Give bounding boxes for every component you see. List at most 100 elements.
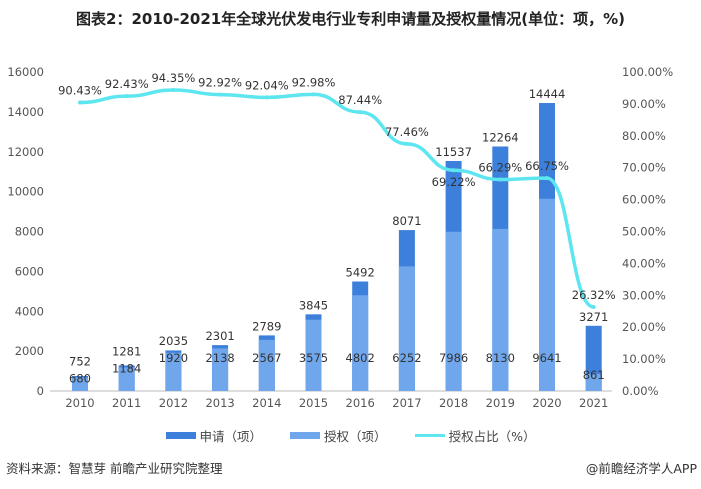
- right-tick-label: 30.00%: [622, 288, 666, 302]
- legend-item-apply: 申请（项）: [165, 426, 263, 445]
- right-tick-label: 10.00%: [622, 352, 666, 366]
- grant-data-label: 680: [69, 371, 91, 385]
- ratio-point: [78, 100, 82, 105]
- apply-data-label: 2301: [205, 329, 234, 343]
- grant-data-label: 4802: [346, 351, 375, 365]
- grant-data-label: 861: [583, 368, 605, 382]
- apply-data-label: 11537: [435, 145, 472, 159]
- right-tick-label: 80.00%: [622, 129, 666, 143]
- ratio-data-label: 94.35%: [151, 71, 195, 85]
- grant-data-label: 2138: [205, 351, 234, 365]
- bar-grant: [72, 377, 88, 391]
- grant-data-label: 3575: [299, 351, 328, 365]
- grant-data-label: 9641: [532, 351, 561, 365]
- brand-note: @前瞻经济学人APP: [585, 461, 697, 476]
- ratio-data-label: 87.44%: [338, 93, 382, 107]
- ratio-data-label: 92.04%: [245, 78, 289, 92]
- bar-grant: [445, 231, 462, 391]
- ratio-point: [358, 110, 363, 115]
- apply-data-label: 1281: [112, 344, 141, 358]
- ratio-data-label: 92.43%: [105, 77, 149, 91]
- right-tick-label: 40.00%: [622, 256, 666, 270]
- apply-data-label: 5492: [346, 266, 375, 280]
- bar-grant: [305, 319, 322, 391]
- left-tick-label: 10000: [7, 185, 44, 199]
- left-tick-label: 16000: [7, 65, 44, 79]
- ratio-point: [264, 95, 269, 100]
- legend-label: 授权（项）: [324, 429, 387, 444]
- left-tick-label: 4000: [15, 304, 44, 318]
- ratio-point: [171, 88, 176, 93]
- bar-grant: [585, 373, 602, 391]
- x-tick-label: 2017: [392, 396, 421, 410]
- right-tick-label: 90.00%: [622, 97, 666, 111]
- ratio-point: [124, 94, 129, 99]
- grant-data-label: 6252: [392, 351, 421, 365]
- apply-data-label: 2035: [159, 334, 188, 348]
- legend-item-grant: 授权（项）: [290, 426, 387, 445]
- left-tick-label: 8000: [15, 225, 44, 239]
- ratio-point: [451, 168, 456, 173]
- grant-data-label: 1184: [112, 361, 141, 375]
- apply-data-label: 3271: [579, 310, 608, 324]
- ratio-data-label: 69.22%: [432, 175, 476, 189]
- legend: 申请（项） 授权（项） 授权占比（%）: [0, 426, 701, 445]
- apply-data-label: 752: [69, 354, 91, 368]
- chart-svg: 0 2000 4000 6000 8000 10000 12000 14000 16000 0.0…: [7, 65, 673, 410]
- apply-data-label: 3845: [299, 298, 328, 312]
- grant-data-label: 1920: [159, 351, 188, 365]
- legend-swatch: [290, 432, 321, 439]
- apply-data-label: 2789: [252, 319, 281, 333]
- x-tick-label: 2021: [579, 396, 608, 410]
- left-tick-label: 2000: [15, 344, 44, 358]
- x-tick-label: 2014: [252, 396, 281, 410]
- ratio-point: [545, 176, 549, 181]
- ratio-data-label: 77.46%: [385, 125, 429, 139]
- x-tick-label: 2015: [299, 396, 328, 410]
- right-tick-label: 60.00%: [622, 193, 666, 207]
- bar-grant: [398, 266, 415, 391]
- x-tick-label: 2016: [346, 396, 375, 410]
- right-tick-label: 100.00%: [622, 65, 673, 79]
- bar-grant: [212, 348, 229, 391]
- ratio-line: [79, 88, 595, 309]
- ratio-point: [498, 177, 503, 182]
- grant-data-label: 2567: [252, 351, 281, 365]
- apply-data-label: 12264: [482, 130, 519, 144]
- x-tick-label: 2020: [532, 396, 561, 410]
- bar-grant: [118, 367, 135, 391]
- legend-item-ratio: 授权占比（%）: [414, 426, 535, 445]
- legend-swatch: [165, 432, 196, 439]
- left-tick-label: 12000: [7, 145, 44, 159]
- ratio-data-label: 66.75%: [525, 159, 569, 173]
- ratio-data-label: 92.92%: [198, 76, 242, 90]
- apply-data-label: 14444: [529, 87, 566, 101]
- ratio-point: [218, 92, 223, 97]
- ratio-point: [404, 141, 409, 146]
- ratio-point: [591, 305, 596, 310]
- apply-data-label: 8071: [392, 214, 421, 228]
- ratio-point: [311, 92, 316, 97]
- x-tick-label: 2013: [205, 396, 234, 410]
- ratio-data-label: 26.32%: [572, 288, 616, 302]
- legend-label: 申请（项）: [199, 429, 263, 444]
- left-tick-label: 14000: [7, 105, 44, 119]
- right-tick-label: 0.00%: [622, 384, 659, 398]
- ratio-data-label: 90.43%: [58, 84, 102, 98]
- grant-data-label: 7986: [439, 351, 468, 365]
- chart-title: 图表2：2010-2021年全球光伏发电行业专利申请量及授权量情况(单位：项，%…: [76, 10, 625, 28]
- legend-swatch: [414, 434, 445, 437]
- left-tick-label: 0: [37, 384, 44, 398]
- right-tick-label: 20.00%: [622, 320, 666, 334]
- x-tick-label: 2018: [439, 396, 468, 410]
- source-note: 资料来源：智慧芽 前瞻产业研究院整理: [6, 461, 223, 476]
- right-tick-label: 70.00%: [622, 161, 666, 175]
- ratio-data-label: 92.98%: [292, 75, 336, 89]
- bar-grant: [492, 228, 509, 391]
- bar-grant: [165, 352, 182, 391]
- x-tick-label: 2012: [159, 396, 188, 410]
- grant-data-label: 8130: [486, 351, 515, 365]
- x-tick-label: 2011: [112, 396, 141, 410]
- x-tick-label: 2010: [65, 396, 94, 410]
